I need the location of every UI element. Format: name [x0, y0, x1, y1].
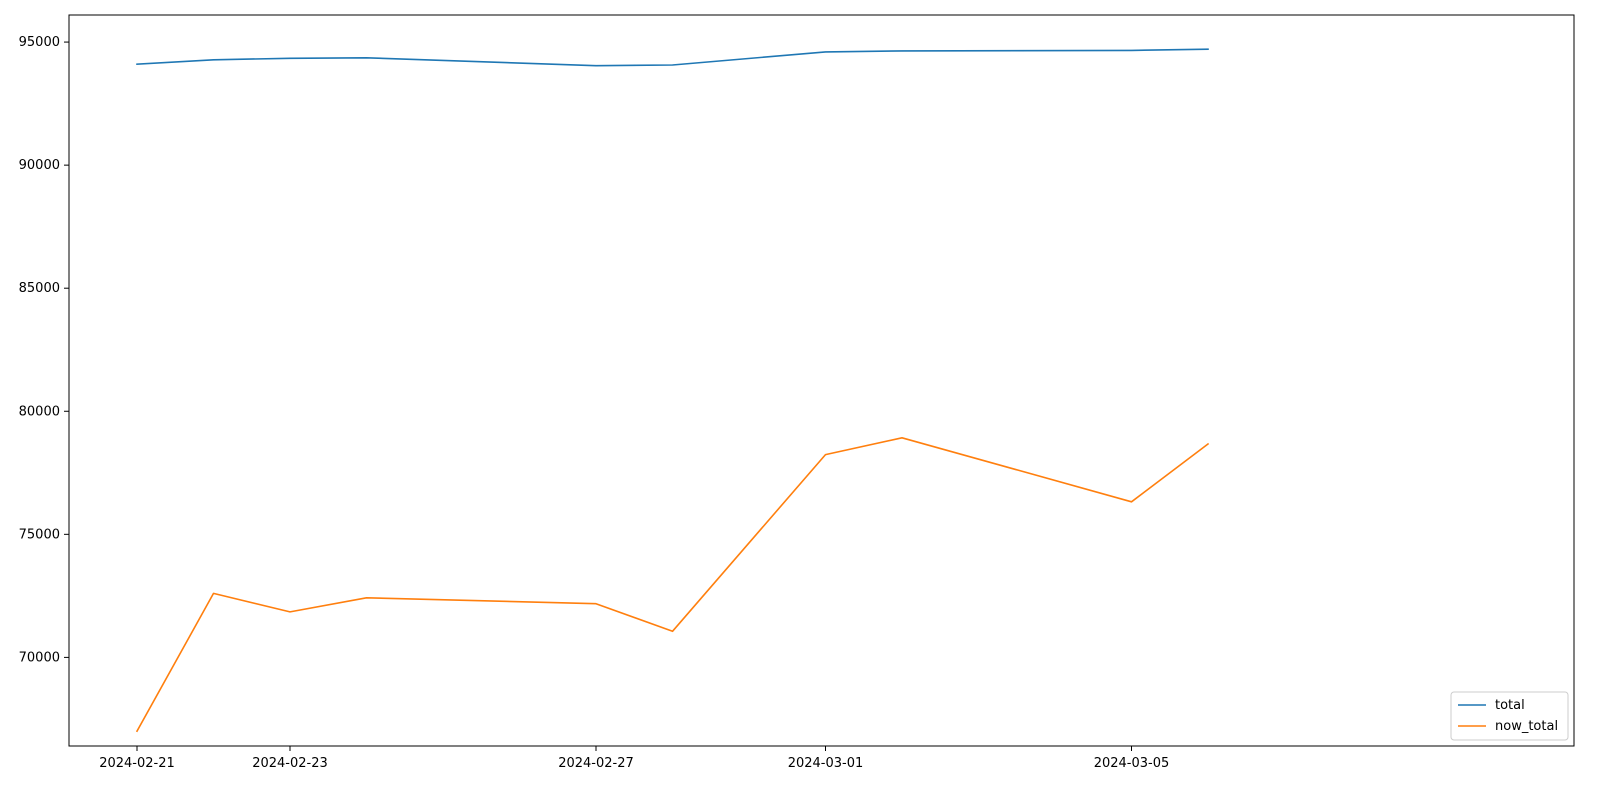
legend-box — [1450, 691, 1569, 741]
x-tick-label: 2024-02-21 — [99, 756, 175, 771]
y-tick-label: 70000 — [19, 650, 60, 665]
legend: total now_total — [1450, 691, 1569, 741]
series-line-now-total — [135, 436, 1210, 733]
y-tick-label: 95000 — [19, 35, 60, 50]
x-tick-label: 2024-03-01 — [788, 756, 864, 771]
series-line-total — [136, 48, 1209, 67]
x-tick-label: 2024-02-27 — [558, 756, 634, 771]
y-tick-label: 75000 — [19, 527, 60, 542]
y-tick-label: 80000 — [19, 404, 60, 419]
x-axis: 2024-02-21 2024-02-23 2024-02-27 2024-03-01… — [99, 746, 1169, 771]
plot-area — [68, 14, 1575, 747]
legend-label: now_total — [1495, 719, 1558, 734]
x-tick-label: 2024-02-23 — [252, 756, 328, 771]
y-tick-label: 90000 — [19, 158, 60, 173]
y-tick-label: 85000 — [19, 281, 60, 296]
x-tick-label: 2024-03-05 — [1094, 756, 1170, 771]
y-axis: 70000 75000 80000 85000 90000 95000 — [19, 35, 69, 665]
legend-label: total — [1495, 698, 1525, 713]
series-lines — [135, 48, 1210, 733]
